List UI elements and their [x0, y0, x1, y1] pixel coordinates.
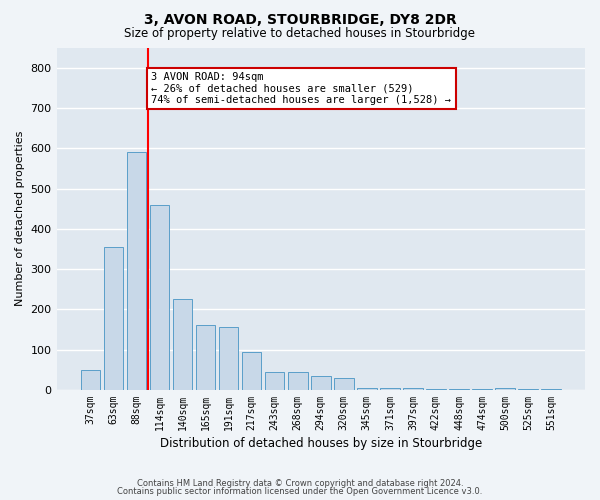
Bar — [288, 372, 308, 390]
Bar — [149, 204, 169, 390]
Text: Contains public sector information licensed under the Open Government Licence v3: Contains public sector information licen… — [118, 487, 482, 496]
Bar — [173, 300, 193, 390]
Bar — [219, 328, 238, 390]
Bar — [311, 376, 331, 390]
Bar — [334, 378, 353, 390]
Bar — [127, 152, 146, 390]
X-axis label: Distribution of detached houses by size in Stourbridge: Distribution of detached houses by size … — [160, 437, 482, 450]
Bar — [357, 388, 377, 390]
Bar — [242, 352, 262, 390]
Bar — [80, 370, 100, 390]
Bar — [380, 388, 400, 390]
Bar — [426, 388, 446, 390]
Text: Size of property relative to detached houses in Stourbridge: Size of property relative to detached ho… — [125, 28, 476, 40]
Text: 3 AVON ROAD: 94sqm
← 26% of detached houses are smaller (529)
74% of semi-detach: 3 AVON ROAD: 94sqm ← 26% of detached hou… — [151, 72, 451, 105]
Bar — [449, 388, 469, 390]
Y-axis label: Number of detached properties: Number of detached properties — [15, 131, 25, 306]
Bar — [104, 247, 123, 390]
Text: 3, AVON ROAD, STOURBRIDGE, DY8 2DR: 3, AVON ROAD, STOURBRIDGE, DY8 2DR — [143, 12, 457, 26]
Bar — [518, 389, 538, 390]
Bar — [472, 389, 492, 390]
Text: Contains HM Land Registry data © Crown copyright and database right 2024.: Contains HM Land Registry data © Crown c… — [137, 478, 463, 488]
Bar — [496, 388, 515, 390]
Bar — [265, 372, 284, 390]
Bar — [541, 389, 561, 390]
Bar — [403, 388, 423, 390]
Bar — [196, 326, 215, 390]
